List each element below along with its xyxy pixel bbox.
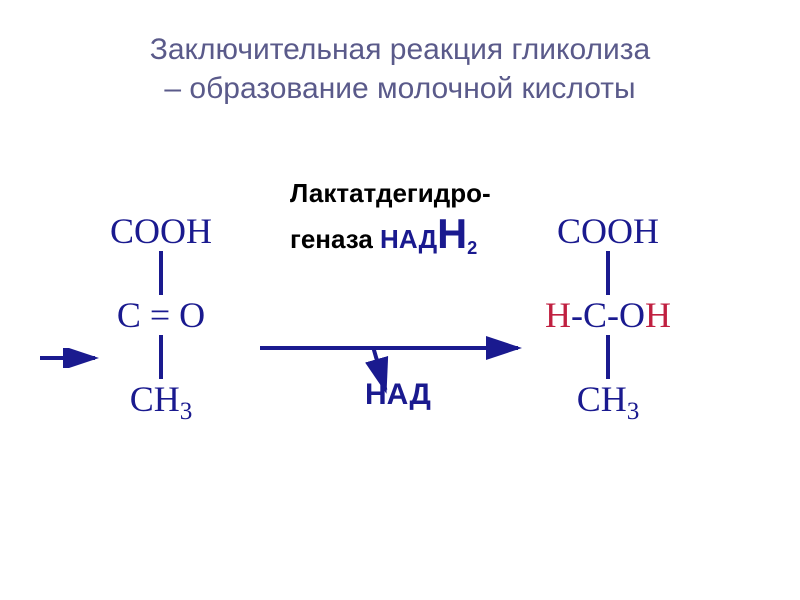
left-row3: CH3 <box>110 381 212 424</box>
left-row2: C = O <box>110 297 212 333</box>
title-line-2: – образование молочной кислоты <box>0 69 800 108</box>
title-line-1: Заключительная реакция гликолиза <box>0 30 800 69</box>
right-row3: CH3 <box>545 381 671 424</box>
enzyme-line-1: Лактатдегидро- <box>290 178 491 209</box>
bond-icon <box>149 335 173 379</box>
nadh-label: НАДН2 <box>380 224 477 254</box>
right-row2: H-C-OH <box>545 297 671 333</box>
enzyme-prefix: геназа <box>290 224 380 254</box>
left-row1: COOH <box>110 213 212 249</box>
arrow-in-icon <box>40 348 107 368</box>
enzyme-label: Лактатдегидро- геназа НАДН2 <box>290 178 491 260</box>
enzyme-line-2: геназа НАДН2 <box>290 209 491 260</box>
substrate-molecule: COOH C = O CH3 <box>110 213 212 424</box>
slide-title: Заключительная реакция гликолиза – образ… <box>0 0 800 108</box>
bond-icon <box>596 251 620 295</box>
right-row1: COOH <box>545 213 671 249</box>
bond-icon <box>596 335 620 379</box>
reaction-diagram: Лактатдегидро- геназа НАДН2 COOH C = O C… <box>0 128 800 558</box>
product-molecule: COOH H-C-OH CH3 <box>545 213 671 424</box>
nad-label: НАД <box>365 378 431 412</box>
bond-icon <box>149 251 173 295</box>
